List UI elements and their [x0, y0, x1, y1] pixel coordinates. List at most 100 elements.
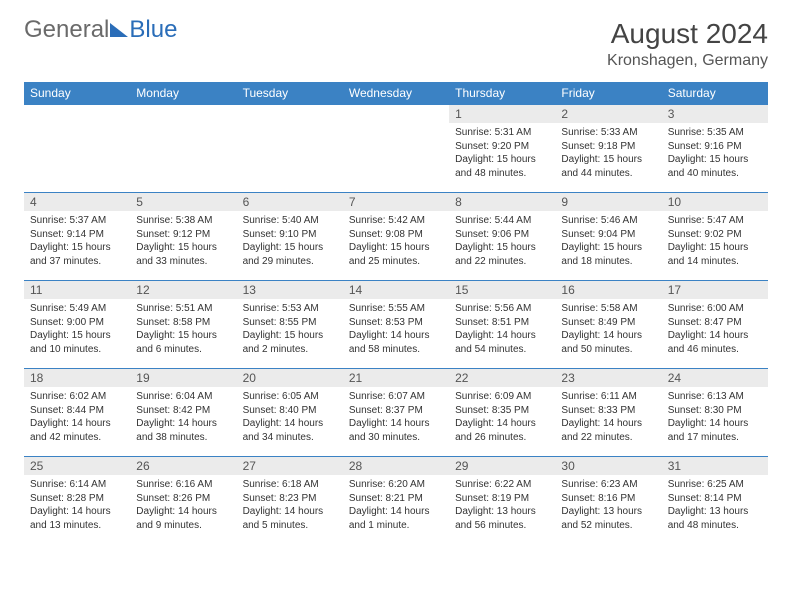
- day-header: Sunday: [24, 82, 130, 105]
- day-number: 5: [130, 193, 236, 211]
- daylight-text: Daylight: 14 hours and 1 minute.: [349, 505, 443, 532]
- day-header: Thursday: [449, 82, 555, 105]
- calendar-day: 30Sunrise: 6:23 AMSunset: 8:16 PMDayligh…: [555, 457, 661, 545]
- daylight-text: Daylight: 15 hours and 14 minutes.: [668, 241, 762, 268]
- calendar-day: 28Sunrise: 6:20 AMSunset: 8:21 PMDayligh…: [343, 457, 449, 545]
- daylight-text: Daylight: 14 hours and 5 minutes.: [243, 505, 337, 532]
- calendar-day: [237, 105, 343, 193]
- sunrise-text: Sunrise: 6:20 AM: [349, 478, 443, 492]
- sunrise-text: Sunrise: 5:56 AM: [455, 302, 549, 316]
- day-details: Sunrise: 6:05 AMSunset: 8:40 PMDaylight:…: [237, 387, 343, 448]
- sunset-text: Sunset: 8:28 PM: [30, 492, 124, 506]
- header: General Blue August 2024 Kronshagen, Ger…: [24, 18, 768, 70]
- sunset-text: Sunset: 9:18 PM: [561, 140, 655, 154]
- day-header: Saturday: [662, 82, 768, 105]
- sunset-text: Sunset: 8:49 PM: [561, 316, 655, 330]
- sunset-text: Sunset: 9:02 PM: [668, 228, 762, 242]
- daylight-text: Daylight: 14 hours and 38 minutes.: [136, 417, 230, 444]
- day-details: Sunrise: 6:25 AMSunset: 8:14 PMDaylight:…: [662, 475, 768, 536]
- day-number: 20: [237, 369, 343, 387]
- day-number: 30: [555, 457, 661, 475]
- day-number: 13: [237, 281, 343, 299]
- day-details: Sunrise: 5:53 AMSunset: 8:55 PMDaylight:…: [237, 299, 343, 360]
- daylight-text: Daylight: 15 hours and 37 minutes.: [30, 241, 124, 268]
- calendar-day: 2Sunrise: 5:33 AMSunset: 9:18 PMDaylight…: [555, 105, 661, 193]
- sunrise-text: Sunrise: 6:09 AM: [455, 390, 549, 404]
- day-number: 26: [130, 457, 236, 475]
- daylight-text: Daylight: 13 hours and 56 minutes.: [455, 505, 549, 532]
- day-number: 2: [555, 105, 661, 123]
- sunset-text: Sunset: 8:53 PM: [349, 316, 443, 330]
- day-details: Sunrise: 5:35 AMSunset: 9:16 PMDaylight:…: [662, 123, 768, 184]
- day-header: Tuesday: [237, 82, 343, 105]
- calendar-day: 5Sunrise: 5:38 AMSunset: 9:12 PMDaylight…: [130, 193, 236, 281]
- sunset-text: Sunset: 8:42 PM: [136, 404, 230, 418]
- sunset-text: Sunset: 8:33 PM: [561, 404, 655, 418]
- daylight-text: Daylight: 14 hours and 34 minutes.: [243, 417, 337, 444]
- calendar-day: 8Sunrise: 5:44 AMSunset: 9:06 PMDaylight…: [449, 193, 555, 281]
- sunset-text: Sunset: 9:14 PM: [30, 228, 124, 242]
- day-details: Sunrise: 6:23 AMSunset: 8:16 PMDaylight:…: [555, 475, 661, 536]
- day-details: Sunrise: 5:38 AMSunset: 9:12 PMDaylight:…: [130, 211, 236, 272]
- day-number: 14: [343, 281, 449, 299]
- calendar-day: 21Sunrise: 6:07 AMSunset: 8:37 PMDayligh…: [343, 369, 449, 457]
- daylight-text: Daylight: 15 hours and 48 minutes.: [455, 153, 549, 180]
- sunrise-text: Sunrise: 5:44 AM: [455, 214, 549, 228]
- day-number: 29: [449, 457, 555, 475]
- title-block: August 2024 Kronshagen, Germany: [607, 18, 768, 70]
- sunrise-text: Sunrise: 6:05 AM: [243, 390, 337, 404]
- sunset-text: Sunset: 8:55 PM: [243, 316, 337, 330]
- daylight-text: Daylight: 13 hours and 48 minutes.: [668, 505, 762, 532]
- day-number: 25: [24, 457, 130, 475]
- sunset-text: Sunset: 8:16 PM: [561, 492, 655, 506]
- day-details: Sunrise: 6:14 AMSunset: 8:28 PMDaylight:…: [24, 475, 130, 536]
- day-number: 11: [24, 281, 130, 299]
- sunset-text: Sunset: 9:16 PM: [668, 140, 762, 154]
- sunrise-text: Sunrise: 5:51 AM: [136, 302, 230, 316]
- sunrise-text: Sunrise: 5:55 AM: [349, 302, 443, 316]
- sunrise-text: Sunrise: 6:02 AM: [30, 390, 124, 404]
- sunset-text: Sunset: 8:40 PM: [243, 404, 337, 418]
- day-header: Friday: [555, 82, 661, 105]
- calendar-day: [343, 105, 449, 193]
- sunset-text: Sunset: 8:51 PM: [455, 316, 549, 330]
- day-details: Sunrise: 6:16 AMSunset: 8:26 PMDaylight:…: [130, 475, 236, 536]
- calendar-head: SundayMondayTuesdayWednesdayThursdayFrid…: [24, 82, 768, 105]
- sunset-text: Sunset: 8:19 PM: [455, 492, 549, 506]
- month-title: August 2024: [607, 18, 768, 50]
- day-details: Sunrise: 5:56 AMSunset: 8:51 PMDaylight:…: [449, 299, 555, 360]
- daylight-text: Daylight: 15 hours and 44 minutes.: [561, 153, 655, 180]
- day-number: 23: [555, 369, 661, 387]
- day-details: Sunrise: 5:51 AMSunset: 8:58 PMDaylight:…: [130, 299, 236, 360]
- day-number: 27: [237, 457, 343, 475]
- calendar-day: 23Sunrise: 6:11 AMSunset: 8:33 PMDayligh…: [555, 369, 661, 457]
- sunset-text: Sunset: 8:47 PM: [668, 316, 762, 330]
- sunset-text: Sunset: 8:14 PM: [668, 492, 762, 506]
- calendar-week: 4Sunrise: 5:37 AMSunset: 9:14 PMDaylight…: [24, 193, 768, 281]
- calendar-day: 25Sunrise: 6:14 AMSunset: 8:28 PMDayligh…: [24, 457, 130, 545]
- sunrise-text: Sunrise: 6:07 AM: [349, 390, 443, 404]
- daylight-text: Daylight: 15 hours and 40 minutes.: [668, 153, 762, 180]
- daylight-text: Daylight: 15 hours and 22 minutes.: [455, 241, 549, 268]
- logo: General Blue: [24, 18, 177, 42]
- daylight-text: Daylight: 15 hours and 25 minutes.: [349, 241, 443, 268]
- day-header: Wednesday: [343, 82, 449, 105]
- sunset-text: Sunset: 9:12 PM: [136, 228, 230, 242]
- sunrise-text: Sunrise: 6:13 AM: [668, 390, 762, 404]
- calendar-day: 11Sunrise: 5:49 AMSunset: 9:00 PMDayligh…: [24, 281, 130, 369]
- daylight-text: Daylight: 14 hours and 17 minutes.: [668, 417, 762, 444]
- day-details: Sunrise: 5:58 AMSunset: 8:49 PMDaylight:…: [555, 299, 661, 360]
- sunrise-text: Sunrise: 5:38 AM: [136, 214, 230, 228]
- calendar-body: 1Sunrise: 5:31 AMSunset: 9:20 PMDaylight…: [24, 105, 768, 545]
- calendar-day: 20Sunrise: 6:05 AMSunset: 8:40 PMDayligh…: [237, 369, 343, 457]
- daylight-text: Daylight: 14 hours and 9 minutes.: [136, 505, 230, 532]
- day-number: 7: [343, 193, 449, 211]
- calendar-day: 24Sunrise: 6:13 AMSunset: 8:30 PMDayligh…: [662, 369, 768, 457]
- day-number: 19: [130, 369, 236, 387]
- day-number: 8: [449, 193, 555, 211]
- sunrise-text: Sunrise: 5:58 AM: [561, 302, 655, 316]
- daylight-text: Daylight: 15 hours and 10 minutes.: [30, 329, 124, 356]
- calendar-day: 19Sunrise: 6:04 AMSunset: 8:42 PMDayligh…: [130, 369, 236, 457]
- sunset-text: Sunset: 9:08 PM: [349, 228, 443, 242]
- daylight-text: Daylight: 14 hours and 50 minutes.: [561, 329, 655, 356]
